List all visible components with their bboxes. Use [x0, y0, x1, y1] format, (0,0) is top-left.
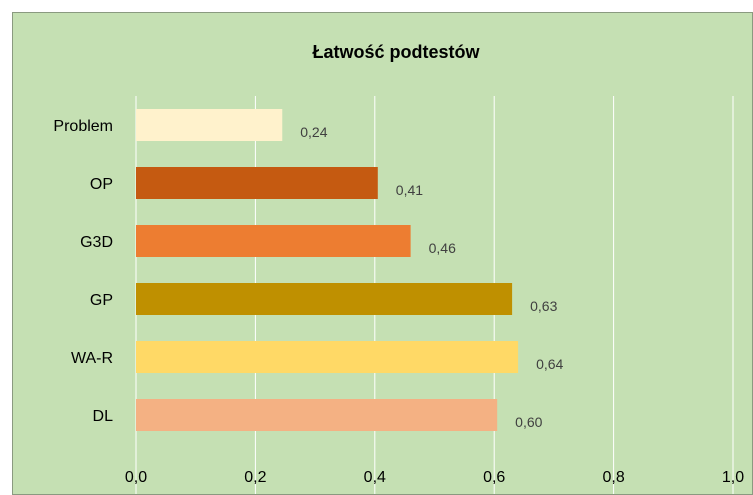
- x-tick-label: 0,6: [483, 469, 505, 486]
- x-tick-label: 0,4: [364, 469, 386, 486]
- chart-title: Łatwość podtestów: [312, 42, 480, 62]
- data-label: 0,24: [300, 124, 327, 140]
- category-label: Problem: [53, 118, 113, 135]
- data-labels: 0,24 0,41 0,46 0,63 0,64 0,60: [300, 124, 563, 430]
- bars: [136, 109, 519, 431]
- category-label: G3D: [80, 234, 113, 251]
- x-tick-label: 0,8: [602, 469, 624, 486]
- bar-chart: Łatwość podtestów 0,240,410,460,630,640,…: [53, 42, 744, 494]
- x-tick-label: 0,0: [125, 469, 147, 486]
- bar-wa-r: [136, 341, 519, 373]
- data-label: 0,60: [515, 414, 542, 430]
- category-label: WA-R: [71, 350, 113, 367]
- x-tick-label: 1,0: [722, 469, 744, 486]
- category-label: OP: [90, 176, 113, 193]
- bar-op: [136, 167, 378, 199]
- category-label: DL: [93, 408, 114, 425]
- data-label: 0,41: [396, 182, 423, 198]
- bar-gp: [136, 283, 513, 315]
- data-label: 0,46: [429, 240, 456, 256]
- data-label: 0,64: [536, 356, 563, 372]
- chart-frame: Łatwość podtestów 0,24 0,41 0,46 0,63 0,64 0,…: [12, 12, 753, 495]
- data-label: 0,63: [530, 298, 557, 314]
- category-label: GP: [90, 292, 113, 309]
- category-labels: Problem OP G3D GP WA-R DL: [53, 118, 113, 425]
- x-tick-label: 0,2: [244, 469, 266, 486]
- bar-g3d: [136, 225, 411, 257]
- x-axis-tick-labels: 0,0 0,2 0,4 0,6 0,8 1,0: [125, 469, 744, 486]
- bar-dl: [136, 399, 498, 431]
- bar-problem: [136, 109, 283, 141]
